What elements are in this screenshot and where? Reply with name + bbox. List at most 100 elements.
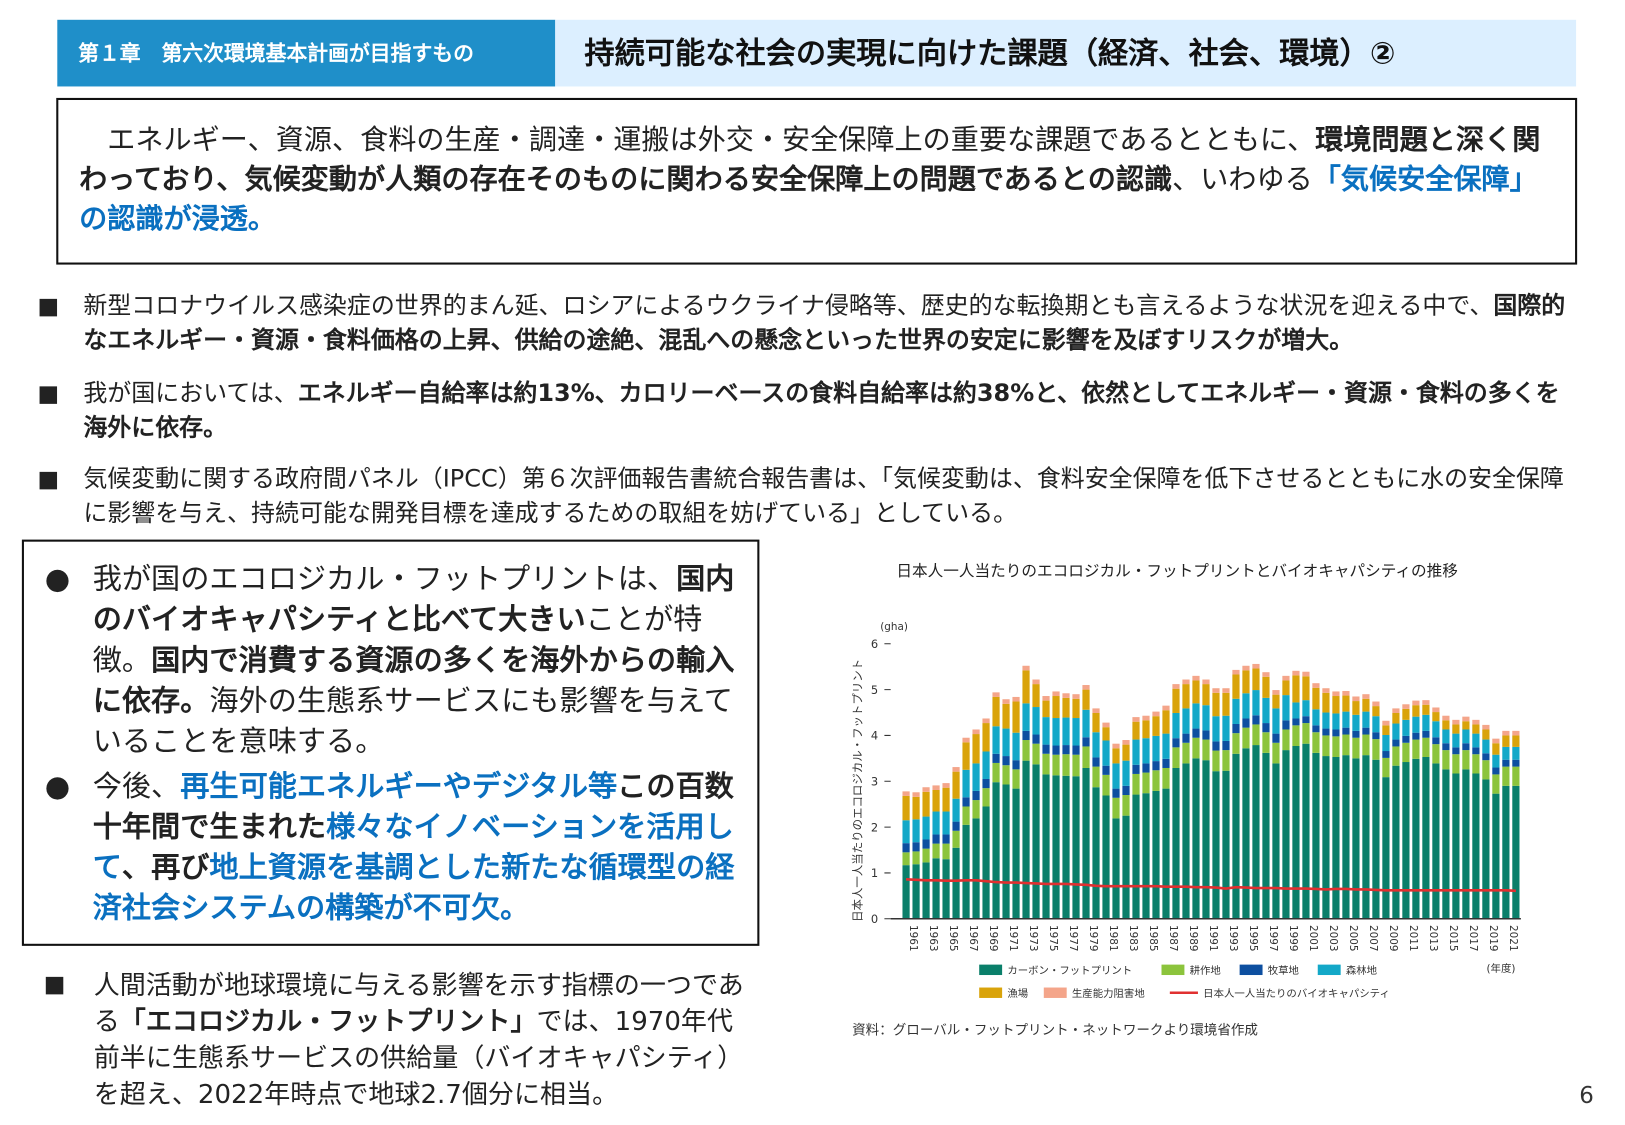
bar-segment [1052, 696, 1060, 719]
bar-segment [1432, 763, 1440, 919]
bar-segment [1202, 679, 1210, 685]
box-emphasis: 国内で消費する資源の多くを海外からの輸入に依存。 [92, 642, 735, 718]
bar-segment [1052, 718, 1060, 746]
bar-segment [952, 830, 960, 848]
bullet-text: では、1970年代前半に生態系サービスの供給量（バイオキャパシティ）を超え、20… [93, 1006, 744, 1110]
bar-segment [972, 790, 980, 801]
x-tick-label: 2015 [1447, 925, 1459, 951]
bar-segment [1322, 735, 1330, 757]
bar-segment [1062, 754, 1070, 776]
bar-segment [1212, 741, 1220, 751]
bar-segment [1282, 729, 1290, 751]
bar-segment [1052, 775, 1060, 919]
y-tick-label: 1 [871, 866, 878, 880]
bar-segment [1242, 718, 1250, 728]
bar-segment [1142, 738, 1150, 764]
bar-segment [1202, 705, 1210, 731]
bar-segment [1112, 797, 1120, 819]
x-tick-label: 2019 [1487, 925, 1499, 951]
bar-segment [1392, 723, 1400, 740]
bar-segment [1362, 694, 1370, 699]
x-tick-label: 1995 [1247, 925, 1259, 951]
bar-segment [932, 834, 940, 844]
bar-segment [1272, 694, 1280, 709]
bar-segment [1492, 754, 1500, 768]
legend-swatch [979, 964, 1003, 976]
x-tick-label: 1977 [1067, 925, 1079, 951]
bar-segment [932, 811, 940, 835]
bar-segment [1212, 750, 1220, 772]
bar-segment [1372, 759, 1380, 919]
x-tick-label: 1979 [1087, 925, 1099, 951]
bar-segment [1392, 765, 1400, 919]
bar-segment [1022, 760, 1030, 919]
bar-segment [1222, 692, 1230, 716]
bar-segment [1472, 747, 1480, 755]
bar-segment [1342, 755, 1350, 919]
bar-segment [1352, 701, 1360, 715]
bar-segment [1382, 777, 1390, 919]
bar-segment [1222, 715, 1230, 741]
bar-segment [1312, 732, 1320, 753]
bar-segment [1192, 758, 1200, 919]
bar-segment [1302, 716, 1310, 724]
bar-segment [1232, 733, 1240, 754]
bar-segment [1372, 701, 1380, 707]
bar-segment [992, 692, 1000, 697]
box-highlight: 様々なイノベーションを活用して [92, 809, 734, 885]
bar-segment [902, 795, 910, 821]
bar-segment [1212, 771, 1220, 919]
bar-segment [1442, 769, 1450, 919]
bar-segment [1252, 724, 1260, 746]
bar-segment [1492, 767, 1500, 775]
bar-segment [1402, 735, 1410, 743]
bar-segment [1172, 747, 1180, 768]
bar-segment [1262, 732, 1270, 753]
bar-segment [1282, 750, 1290, 919]
bar-segment [932, 789, 940, 812]
bar-segment [952, 847, 960, 919]
bar-segment [1112, 743, 1120, 749]
x-tick-label: 1993 [1227, 925, 1239, 951]
square-bullet-icon: ■ [37, 381, 60, 408]
bar-segment [982, 788, 990, 807]
bar-segment [1272, 708, 1280, 734]
bar-segment [1002, 784, 1010, 919]
bullet-text: 人間活動が地球環境に与える影響を示す指標の一つである [93, 969, 744, 1037]
bar-segment [1232, 753, 1240, 919]
bar-segment [1482, 760, 1490, 780]
bar-segment [1412, 758, 1420, 919]
bar-segment [1132, 717, 1140, 722]
bar-segment [1242, 693, 1250, 719]
bar-segment [902, 820, 910, 844]
bar-segment [1452, 747, 1460, 755]
bar-segment [1202, 760, 1210, 919]
bar-segment [1312, 709, 1320, 726]
bar-segment [1062, 775, 1070, 919]
bar-segment [1412, 705, 1420, 717]
bar-segment [1462, 750, 1470, 770]
bar-segment [1512, 746, 1520, 760]
bar-segment [1172, 767, 1180, 919]
summary-highlight: 「気候安全保障」の認識が浸透。 [79, 163, 1538, 236]
bar-segment [902, 852, 910, 866]
bar-segment [1112, 748, 1120, 764]
bar-segment [1142, 720, 1150, 739]
bullet-emphasis: エネルギー自給率は約13%、カロリーベースの食料自給率は約38%と、依然としてエ… [83, 380, 1560, 442]
bar-segment [1482, 729, 1490, 740]
bar-segment [1422, 714, 1430, 731]
bar-segment [1242, 670, 1250, 694]
bar-segment [1222, 770, 1230, 919]
bar-segment [1132, 721, 1140, 740]
bar-segment [1002, 728, 1010, 757]
bullet-item: ■ 気候変動に関する政府間パネル（IPCC）第６次評価報告書統合報告書は、「気候… [38, 463, 1580, 532]
legend-swatch [1043, 987, 1067, 998]
y-tick-label: 2 [871, 820, 878, 834]
bar-segment [1472, 773, 1480, 919]
bar-segment [1162, 710, 1170, 734]
bar-segment [1102, 765, 1110, 775]
bar-segment [1352, 737, 1360, 759]
bar-segment [1252, 745, 1260, 919]
bar-segment [1132, 764, 1140, 774]
bar-segment [982, 751, 990, 779]
